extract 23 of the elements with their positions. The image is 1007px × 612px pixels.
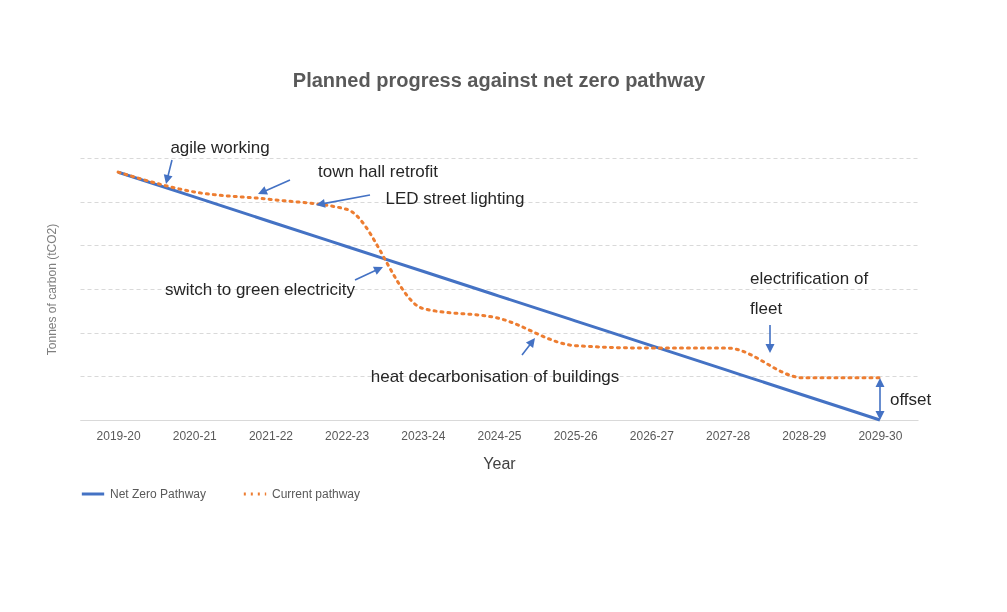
annotation: offset bbox=[890, 390, 932, 409]
x-tick-label: 2019-20 bbox=[96, 428, 141, 443]
x-tick-label: 2020-21 bbox=[172, 428, 218, 443]
legend-label: Current pathway bbox=[272, 487, 361, 501]
x-tick-label: 2026-27 bbox=[629, 428, 675, 443]
chart-title: Planned progress against net zero pathway bbox=[292, 69, 707, 91]
x-tick-label: 2024-25 bbox=[477, 428, 522, 443]
legend-label: Net Zero Pathway bbox=[110, 487, 207, 501]
annotation: switch to green electricity bbox=[165, 280, 356, 299]
annotation: LED street lighting bbox=[385, 189, 525, 208]
text: agile working bbox=[170, 138, 270, 157]
x-tick-label: 2022-23 bbox=[325, 428, 370, 443]
annotation: electrification of fleet bbox=[750, 269, 869, 318]
x-tick-label: 2027-28 bbox=[706, 428, 751, 443]
y-axis-title: Tonnes of carbon (tCO2) bbox=[44, 223, 59, 356]
x-axis-title: Year bbox=[483, 454, 517, 472]
x-tick-label: 2021-22 bbox=[248, 428, 294, 443]
x-tick-label: 2029-30 bbox=[858, 428, 903, 443]
x-tick-label: 2025-26 bbox=[553, 428, 599, 443]
x-tick-label: 2023-24 bbox=[401, 428, 446, 443]
annotation: heat decarbonisation of buildings bbox=[370, 367, 620, 386]
annotation: town hall retrofit bbox=[318, 162, 439, 181]
x-tick-label: 2028-29 bbox=[782, 428, 827, 443]
